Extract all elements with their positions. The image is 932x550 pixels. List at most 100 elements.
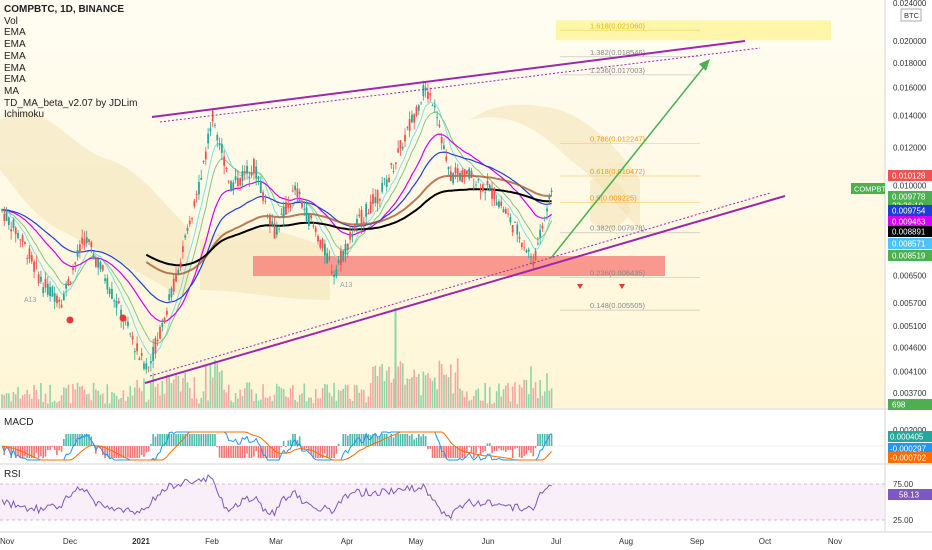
volume-bar <box>486 403 489 408</box>
indicator-ema-5[interactable]: EMA <box>4 74 26 86</box>
indicator-ema-1[interactable]: EMA <box>4 27 26 39</box>
macd-histogram-bar <box>282 440 285 446</box>
candle-body <box>250 171 253 176</box>
volume-bar <box>401 363 404 408</box>
macd-histogram-bar <box>305 446 308 449</box>
candle-body <box>51 286 54 297</box>
volume-bar <box>76 382 79 408</box>
macd-histogram-bar <box>346 435 349 446</box>
candle-body <box>182 246 184 253</box>
macd-label-text: -0.000297 <box>890 445 927 454</box>
volume-bar <box>104 403 106 408</box>
candle-body <box>143 363 145 369</box>
indicator-ema-2[interactable]: EMA <box>4 39 26 51</box>
candle-body <box>1 209 3 211</box>
candle-body <box>259 181 262 194</box>
volume-bar <box>365 402 367 408</box>
candle-body <box>122 321 125 323</box>
candle-body <box>269 214 271 225</box>
candle-body <box>21 235 24 243</box>
candle-body <box>241 171 244 182</box>
volume-bar <box>287 397 290 408</box>
indicator-ema-4[interactable]: EMA <box>4 62 26 74</box>
time-tick-label: Oct <box>759 537 772 546</box>
ema-black <box>145 188 552 267</box>
indicator-td-ma[interactable]: TD_MA_beta_v2.07 by JDLim <box>4 97 138 109</box>
volume-bar <box>237 398 239 408</box>
volume-bar <box>198 403 200 408</box>
macd-histogram-bar <box>207 434 209 446</box>
candle-body <box>431 105 434 107</box>
volume-bar <box>484 382 486 408</box>
volume-bar <box>411 377 413 408</box>
volume-bar <box>150 380 152 408</box>
time-tick-label: 2021 <box>132 537 150 546</box>
macd-label-box <box>888 431 932 442</box>
volume-bar <box>475 389 477 408</box>
indicator-legend: COMPBTC, 1D, BINANCE Vol EMA EMA EMA EMA… <box>4 4 137 121</box>
volume-bar <box>500 396 503 408</box>
volume-bar <box>97 390 99 408</box>
volume-spike <box>394 308 397 408</box>
volume-bar <box>131 395 134 408</box>
ema-brown <box>145 174 552 276</box>
indicator-ichimoku[interactable]: Ichimoku <box>4 109 45 121</box>
candle-body <box>495 202 498 206</box>
volume-bar <box>250 389 253 408</box>
price-label-text: 0.009778 <box>892 193 926 202</box>
candle-body <box>470 170 473 179</box>
volume-bar <box>285 396 287 408</box>
macd-histogram-bar <box>505 446 507 452</box>
macd-histogram-bar <box>397 434 399 446</box>
macd-histogram-bar <box>154 436 157 446</box>
ichimoku-cloud-area <box>590 177 630 229</box>
volume-bar <box>518 384 521 408</box>
volume-bar <box>145 401 148 408</box>
candle-body <box>223 156 226 166</box>
candle-body <box>328 258 331 259</box>
candle-body <box>307 212 310 227</box>
volume-bar <box>541 395 544 408</box>
indicator-vol[interactable]: Vol <box>4 15 18 27</box>
volume-bar <box>353 384 356 408</box>
macd-histogram-bar <box>408 435 411 446</box>
rsi-band <box>0 484 885 520</box>
volume-bar <box>65 388 67 408</box>
price-tick-label: 0.005100 <box>893 322 927 331</box>
candle-body <box>67 279 70 286</box>
candle-body <box>44 278 47 288</box>
candle-body <box>456 168 459 175</box>
macd-histogram-bar <box>37 446 40 458</box>
candle-body <box>346 243 349 251</box>
volume-bar <box>152 373 154 408</box>
indicator-ma[interactable]: MA <box>4 85 19 97</box>
candle-body <box>17 232 19 239</box>
price-label-text: 0.010128 <box>892 172 926 181</box>
candle-body <box>191 217 193 220</box>
candle-body <box>305 207 308 221</box>
volume-bar <box>177 375 180 408</box>
macd-histogram-bar <box>374 434 377 446</box>
price-label-text: 0.009463 <box>892 218 926 227</box>
macd-histogram-bar <box>193 434 196 446</box>
volume-bar <box>479 400 482 408</box>
macd-histogram-bar <box>209 434 212 446</box>
macd-histogram-bar <box>507 446 509 450</box>
candle-body <box>159 326 161 339</box>
macd-histogram-bar <box>445 446 448 458</box>
macd-histogram-bar <box>530 446 532 453</box>
candle-body <box>262 192 264 201</box>
volume-bar <box>374 365 377 408</box>
candle-body <box>411 114 413 123</box>
volume-bar <box>3 394 6 408</box>
volume-bar <box>225 392 228 408</box>
volume-bar <box>472 395 475 408</box>
candle-body <box>76 250 79 257</box>
volume-bar <box>159 395 161 408</box>
candle-body <box>475 184 477 186</box>
indicator-ema-3[interactable]: EMA <box>4 50 26 62</box>
macd-histogram-bar <box>466 446 468 453</box>
macd-histogram-bar <box>168 434 170 446</box>
fib-label: 0.148(0.005505) <box>590 301 646 310</box>
